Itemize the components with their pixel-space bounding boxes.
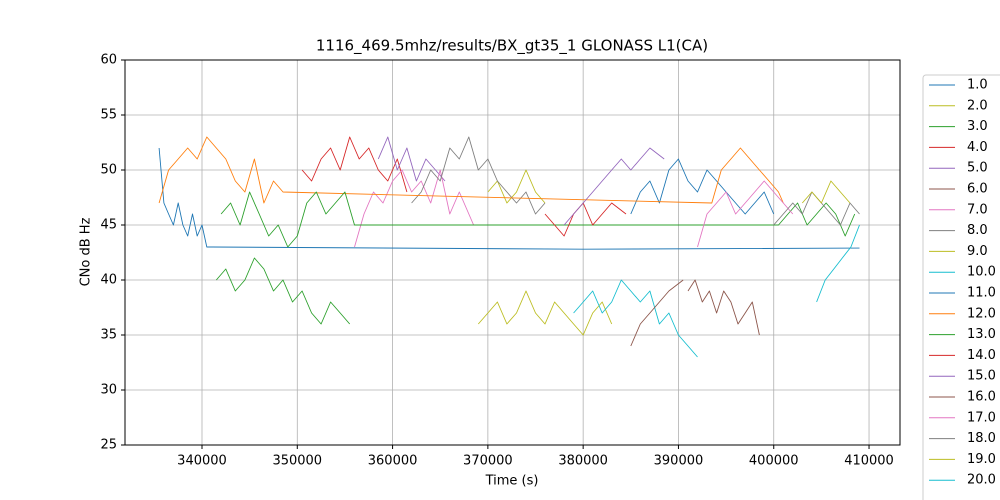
x-tick-label: 370000 bbox=[463, 454, 513, 469]
legend-label: 8.0 bbox=[967, 223, 988, 238]
x-tick-label: 410000 bbox=[844, 454, 894, 469]
chart-title: 1116_469.5mhz/results/BX_gt35_1 GLONASS … bbox=[316, 37, 708, 56]
legend-label: 6.0 bbox=[967, 182, 988, 197]
x-tick-label: 340000 bbox=[177, 454, 227, 469]
legend-label: 4.0 bbox=[967, 140, 988, 155]
legend-label: 1.0 bbox=[967, 78, 988, 93]
y-tick-label: 55 bbox=[100, 108, 117, 123]
x-axis-label: Time (s) bbox=[485, 474, 539, 489]
y-tick-label: 30 bbox=[100, 383, 117, 398]
series-line bbox=[544, 202, 627, 237]
series-line bbox=[687, 279, 760, 336]
series-line bbox=[630, 279, 684, 347]
y-tick-label: 45 bbox=[100, 218, 117, 233]
series-line bbox=[354, 169, 475, 248]
legend-label: 2.0 bbox=[967, 98, 988, 113]
series-line bbox=[377, 136, 446, 182]
legend-label: 19.0 bbox=[967, 452, 996, 467]
legend-label: 20.0 bbox=[967, 473, 996, 488]
legend-label: 15.0 bbox=[967, 369, 996, 384]
legend-label: 18.0 bbox=[967, 431, 996, 446]
x-tick-label: 390000 bbox=[654, 454, 704, 469]
legend-label: 17.0 bbox=[967, 410, 996, 425]
plot-frame bbox=[124, 59, 901, 446]
legend-label: 13.0 bbox=[967, 327, 996, 342]
legend: 1.0 2.0 3.0 4.0 5.0 6.0 7.0 8.0 9.0 10.0 11.0 12.0 1… bbox=[922, 74, 1000, 500]
series-line bbox=[301, 136, 408, 193]
x-tick-label: 400000 bbox=[749, 454, 799, 469]
x-tick-label: 360000 bbox=[368, 454, 418, 469]
legend-label: 12.0 bbox=[967, 306, 996, 321]
series-line bbox=[816, 224, 860, 303]
legend-label: 5.0 bbox=[967, 161, 988, 176]
legend-label: 9.0 bbox=[967, 244, 988, 259]
series-line bbox=[158, 136, 784, 204]
series-line bbox=[477, 290, 613, 336]
x-tick-label: 350000 bbox=[272, 454, 322, 469]
legend-label: 3.0 bbox=[967, 119, 988, 134]
series-line bbox=[158, 147, 860, 250]
series-line bbox=[630, 158, 775, 215]
series-line bbox=[220, 191, 856, 248]
series-line bbox=[411, 136, 546, 215]
y-tick-label: 35 bbox=[100, 328, 117, 343]
legend-label: 16.0 bbox=[967, 390, 996, 405]
y-axis-label: CNo dB Hz bbox=[79, 217, 94, 286]
y-tick-label: 60 bbox=[100, 53, 117, 68]
legend-frame bbox=[922, 74, 1000, 500]
series-line bbox=[801, 180, 851, 204]
series-line bbox=[697, 180, 794, 248]
legend-label: 10.0 bbox=[967, 265, 996, 280]
legend-label: 11.0 bbox=[967, 286, 996, 301]
series-line bbox=[215, 257, 351, 325]
y-tick-label: 40 bbox=[100, 273, 117, 288]
series-line bbox=[573, 279, 698, 358]
y-tick-label: 50 bbox=[100, 163, 117, 178]
y-tick-label: 25 bbox=[100, 438, 117, 453]
legend-label: 7.0 bbox=[967, 202, 988, 217]
x-tick-label: 380000 bbox=[558, 454, 608, 469]
legend-label: 14.0 bbox=[967, 348, 996, 363]
series-line bbox=[563, 147, 665, 226]
